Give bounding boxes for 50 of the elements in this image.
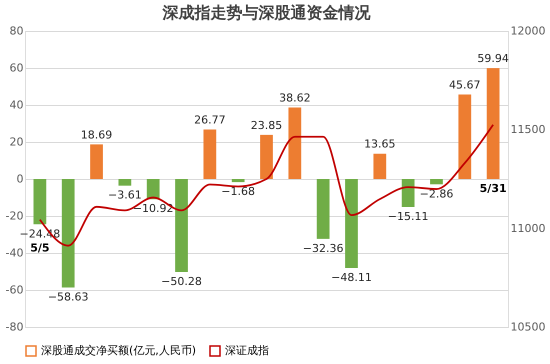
bar [34,179,46,224]
bar [118,179,132,186]
y-tick-label: -60 [6,284,24,296]
y-tick-label: 80 [10,24,24,38]
bar [458,94,472,179]
data-label: −15.11 [388,210,428,223]
bar [373,154,386,179]
bar [288,108,302,179]
data-label: 38.62 [279,92,311,105]
y2-tick-label: 10500 [510,320,546,334]
annotation: 5/31 [480,182,507,195]
y-tick-label: -80 [6,320,24,334]
bar [175,179,188,272]
bar [90,144,103,179]
y-tick-label: -20 [6,210,24,222]
bar [260,134,273,179]
y-tick-label: 40 [10,98,24,112]
data-label: −50.28 [161,275,202,288]
chart-title: 深成指走势与深股通资金情况 [162,3,372,22]
data-label: −2.86 [420,187,454,200]
bar [402,179,415,207]
data-label: 13.65 [364,138,396,151]
y-tick-label: 20 [10,136,24,148]
legend-label: 深股通成交净买额(亿元,人民币) [41,344,196,357]
data-label: 26.77 [194,113,226,126]
data-label: −32.36 [302,242,344,255]
data-label: −1.68 [221,185,256,198]
data-label: 18.69 [80,128,112,142]
data-label: −58.63 [48,290,89,304]
data-label: 23.85 [250,118,282,132]
data-label: −10.92 [132,202,174,216]
bar [316,179,330,239]
y-tick-label: -40 [6,246,24,260]
data-label: −3.61 [108,188,142,202]
bar [345,179,358,268]
data-label: 59.94 [477,52,509,66]
y2-tick-label: 11000 [510,222,546,235]
legend-label: 深证成指 [225,344,269,357]
bar [62,179,75,288]
annotation: 5/5 [30,241,50,254]
bar [486,68,500,179]
y-tick-label: 0 [16,172,24,186]
data-label: −48.11 [331,271,372,284]
bar [430,179,443,184]
bar [203,129,216,179]
y2-tick-label: 11500 [510,123,546,136]
y-tick-label: 60 [10,62,24,74]
data-label: 45.67 [449,78,481,92]
bar [232,179,245,182]
y2-tick-label: 12000 [510,24,546,38]
